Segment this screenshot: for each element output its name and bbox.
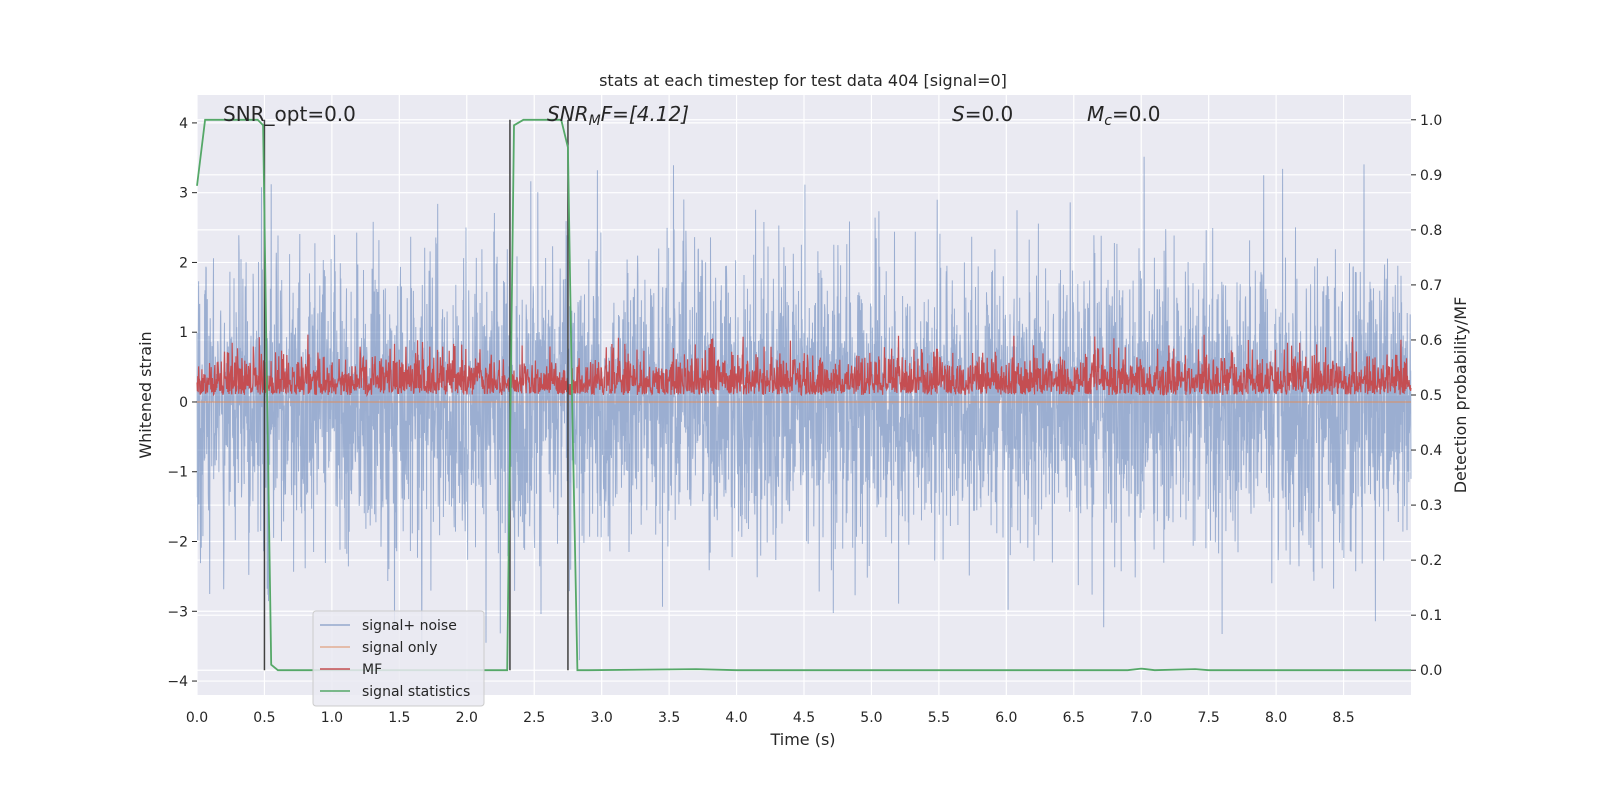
annotation-mc-rest: =0.0 xyxy=(1112,102,1161,126)
x-tick-label: 8.5 xyxy=(1332,710,1354,726)
annotation-mc-sub: c xyxy=(1104,113,1112,129)
x-tick-label: 1.0 xyxy=(321,710,343,726)
left-y-tick-label: 1 xyxy=(179,325,188,341)
right-y-axis-ticks: 1.0 0.9 0.8 0.7 0.6 0.5 0.4 0.3 0.2 0.1 0.0 xyxy=(1411,113,1442,679)
x-tick-label: 0.5 xyxy=(253,710,275,726)
series-mf xyxy=(196,334,1412,398)
x-tick-label: 0.0 xyxy=(186,710,208,726)
annotation-snr-mf-main: SNR xyxy=(547,102,589,126)
annotation-mc-main: M xyxy=(1087,102,1104,126)
signal-statistics-line xyxy=(196,118,1411,672)
chart-title: stats at each timestep for test data 404… xyxy=(599,71,1007,90)
x-tick-label: 2.0 xyxy=(456,710,478,726)
x-tick-label: 6.5 xyxy=(1063,710,1085,726)
left-y-tick-label: 3 xyxy=(179,186,188,202)
legend-label-signal-only: signal only xyxy=(362,640,437,656)
x-axis-ticks: 0.0 0.5 1.0 1.5 2.0 2.5 3.0 3.5 4.0 4.5 5.0 5.5 6.0 6… xyxy=(186,710,1355,726)
x-tick-label: 6.0 xyxy=(995,710,1017,726)
annotation-snr-mf-rest: F=[4.12] xyxy=(601,102,689,126)
right-y-tick-label: 0.1 xyxy=(1420,608,1442,624)
x-tick-label: 8.0 xyxy=(1265,710,1287,726)
annotation-s: S=0.0 xyxy=(952,102,1013,126)
x-tick-label: 7.5 xyxy=(1198,710,1220,726)
annotation-s-rest: =0.0 xyxy=(965,102,1014,126)
left-y-tick-label: 0 xyxy=(179,395,188,411)
right-y-tick-label: 0.9 xyxy=(1420,168,1442,184)
left-y-tick-label: −2 xyxy=(167,535,188,551)
left-y-axis-ticks: 4 3 2 1 0 −1 −2 −3 −4 xyxy=(167,116,197,690)
series-signal-statistics xyxy=(196,118,1411,672)
x-tick-label: 7.0 xyxy=(1130,710,1152,726)
x-tick-label: 4.0 xyxy=(725,710,747,726)
x-tick-label: 5.5 xyxy=(928,710,950,726)
legend-label-mf: MF xyxy=(362,662,382,678)
x-tick-label: 1.5 xyxy=(388,710,410,726)
x-tick-label: 2.5 xyxy=(523,710,545,726)
right-y-tick-label: 1.0 xyxy=(1420,113,1442,129)
annotation-mc: Mc=0.0 xyxy=(1087,102,1161,129)
right-y-tick-label: 0.4 xyxy=(1420,443,1442,459)
x-tick-label: 3.5 xyxy=(658,710,680,726)
right-y-tick-label: 0.0 xyxy=(1420,663,1442,679)
left-y-axis-label: Whitened strain xyxy=(136,331,155,458)
right-y-tick-label: 0.8 xyxy=(1420,223,1442,239)
x-axis-label: Time (s) xyxy=(769,730,835,749)
left-y-tick-label: −1 xyxy=(167,465,188,481)
right-y-tick-label: 0.5 xyxy=(1420,388,1442,404)
annotation-s-main: S xyxy=(952,102,965,126)
x-tick-label: 5.0 xyxy=(860,710,882,726)
left-y-tick-label: −4 xyxy=(167,674,188,690)
left-y-tick-label: −3 xyxy=(167,604,188,620)
annotation-snr-mf: SNRMF=[4.12] xyxy=(547,102,689,129)
right-y-axis-label: Detection probability/MF xyxy=(1451,297,1470,494)
right-y-tick-label: 0.2 xyxy=(1420,553,1442,569)
annotation-snr-mf-sub: M xyxy=(589,113,601,129)
mf-line xyxy=(196,334,1412,398)
x-tick-label: 3.0 xyxy=(591,710,613,726)
legend-box xyxy=(312,610,485,707)
right-y-tick-label: 0.7 xyxy=(1420,278,1442,294)
legend-label-signal-statistics: signal statistics xyxy=(362,684,470,700)
left-y-tick-label: 2 xyxy=(179,255,188,271)
legend-label-signal-noise: signal+ noise xyxy=(362,618,457,634)
annotation-snr-opt: SNR_opt=0.0 xyxy=(223,102,356,126)
x-tick-label: 4.5 xyxy=(793,710,815,726)
legend: signal+ noise signal only MF signal stat… xyxy=(312,610,485,707)
right-y-tick-label: 0.3 xyxy=(1420,498,1442,514)
right-y-tick-label: 0.6 xyxy=(1420,333,1442,349)
left-y-tick-label: 4 xyxy=(179,116,188,132)
